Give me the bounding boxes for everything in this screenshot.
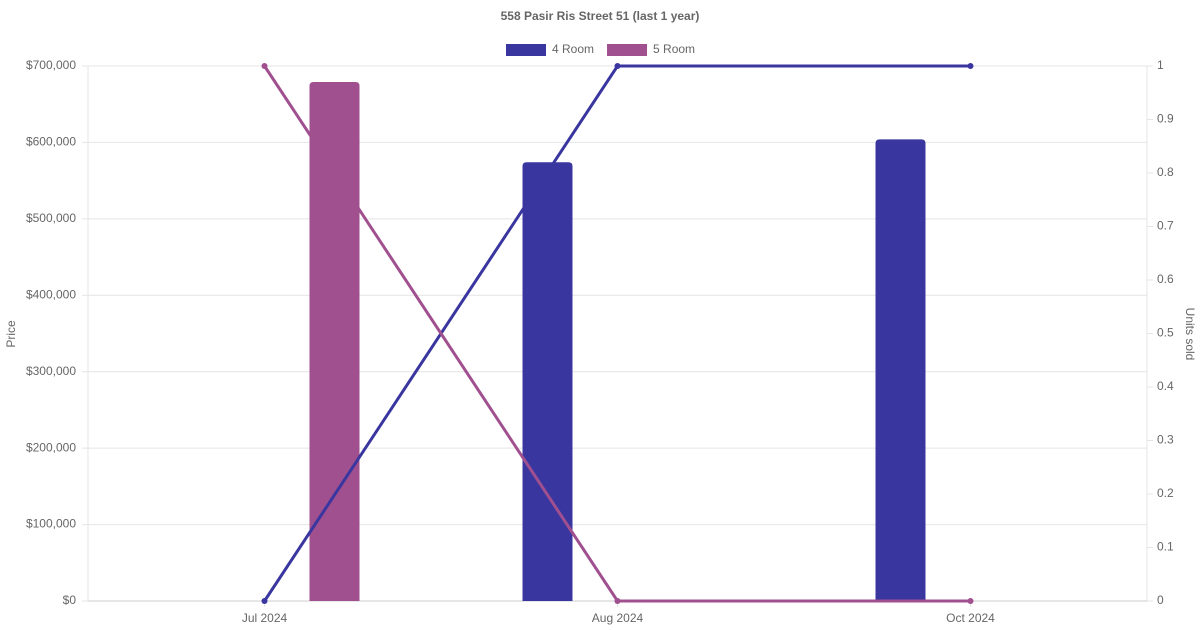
y-axis-label: Price xyxy=(4,320,18,348)
y2-tick-label: 0.6 xyxy=(1157,272,1174,286)
x-tick-label: Oct 2024 xyxy=(946,611,995,625)
y-tick-label: $0 xyxy=(63,593,77,607)
line-point xyxy=(614,598,621,604)
y-tick-label: $500,000 xyxy=(26,211,76,225)
y-tick-label: $200,000 xyxy=(26,440,76,454)
legend-label: 4 Room xyxy=(552,42,594,56)
y2-axis-label: Units sold xyxy=(1183,308,1197,361)
y-tick-label: $700,000 xyxy=(26,58,76,72)
line-point xyxy=(967,63,974,69)
y2-tick-label: 0.7 xyxy=(1157,219,1174,233)
y2-tick-label: 0.8 xyxy=(1157,165,1174,179)
line xyxy=(263,65,971,603)
bar xyxy=(875,139,926,601)
bar xyxy=(522,162,573,602)
line-point xyxy=(967,598,974,604)
line-point xyxy=(261,63,268,69)
x-tick-label: Jul 2024 xyxy=(242,611,288,625)
y2-tick-label: 0.9 xyxy=(1157,112,1174,126)
y2-tick-label: 0.4 xyxy=(1157,379,1174,393)
line xyxy=(263,64,971,602)
y2-tick-label: 0.2 xyxy=(1157,486,1174,500)
y2-tick-label: 0.3 xyxy=(1157,433,1174,447)
y-tick-label: $600,000 xyxy=(26,135,76,149)
legend-swatch xyxy=(506,44,546,56)
x-tick-label: Aug 2024 xyxy=(592,611,644,625)
y-tick-label: $300,000 xyxy=(26,364,76,378)
y2-tick-label: 0 xyxy=(1157,593,1164,607)
y-tick-label: $100,000 xyxy=(26,517,76,531)
bar xyxy=(309,82,360,602)
legend-label: 5 Room xyxy=(653,42,695,56)
y2-tick-label: 0.5 xyxy=(1157,326,1174,340)
y2-tick-label: 1 xyxy=(1157,58,1164,72)
y-tick-label: $400,000 xyxy=(26,287,76,301)
y2-tick-label: 0.1 xyxy=(1157,540,1174,554)
legend-swatch xyxy=(607,44,648,56)
line-point xyxy=(614,63,621,69)
line-point xyxy=(261,598,268,604)
chart-title: 558 Pasir Ris Street 51 (last 1 year) xyxy=(501,9,700,23)
